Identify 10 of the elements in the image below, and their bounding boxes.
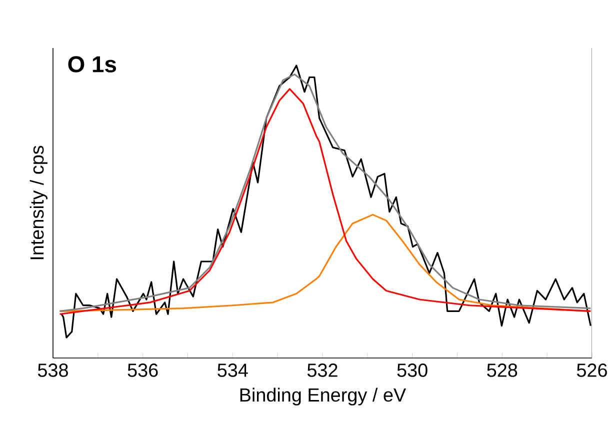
x-tick-label: 534: [218, 364, 248, 377]
y-axis-title: Intensity / cps: [30, 146, 48, 260]
x-tick-label: 538: [38, 364, 68, 377]
chart-title: O 1s: [68, 56, 116, 72]
x-tick-label: 528: [487, 364, 518, 377]
x-tick-label: 526: [576, 364, 607, 377]
x-tick-label: 530: [397, 364, 428, 377]
x-tick-label: 536: [128, 364, 158, 377]
x-tick-label: 532: [307, 364, 338, 377]
x-axis-title: Binding Energy / eV: [240, 388, 406, 406]
